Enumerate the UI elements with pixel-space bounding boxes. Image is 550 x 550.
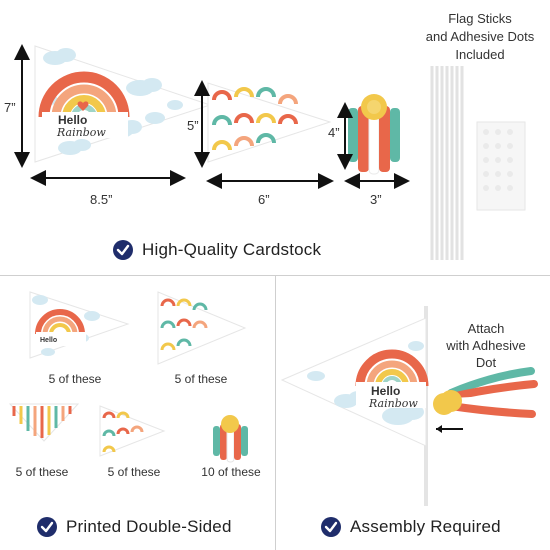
large-height-label: 7” <box>4 100 16 115</box>
feature-assembly-label: Assembly Required <box>350 517 501 536</box>
tassel <box>348 94 400 175</box>
caption-medium-pennant: 5 of these <box>174 372 228 386</box>
assembled-tassel <box>433 367 538 418</box>
mini-striped-pennant <box>8 403 80 442</box>
caption-tassel: 10 of these <box>201 465 261 479</box>
horizontal-divider <box>0 275 550 276</box>
flag-sticks-title: Flag Sticks and Adhesive Dots Included <box>410 10 550 64</box>
flag-sticks-line1: Flag Sticks <box>448 11 512 26</box>
medium-height-label: 5” <box>187 118 199 133</box>
attach-line3: Dot <box>475 355 497 370</box>
svg-text:Hello: Hello <box>40 337 57 344</box>
feature-assembly: Assembly Required <box>320 516 501 538</box>
caption-rainbow-pennant: 5 of these <box>107 465 161 479</box>
top-section: Hello Rainbow 7” 8.5” 5” 6” 4” 3” Flag S… <box>4 10 550 261</box>
feature-double-sided: Printed Double-Sided <box>36 516 232 538</box>
caption-striped-pennant: 5 of these <box>15 465 69 479</box>
arrow-left-icon <box>436 425 463 433</box>
medium-width-label: 6” <box>258 192 270 207</box>
feature-cardstock-label: High-Quality Cardstock <box>142 240 322 259</box>
mini-large-pennant: Hello <box>29 291 130 359</box>
top-illustrations <box>14 44 526 260</box>
assembled-pennant-hello: Hello <box>371 384 401 398</box>
flag-sticks-line2: and Adhesive Dots <box>425 29 535 44</box>
caption-large-pennant: 5 of these <box>48 372 102 386</box>
bottom-left-section: Hello <box>0 276 275 550</box>
feature-double-sided-label: Printed Double-Sided <box>66 517 232 536</box>
bottom-right-section: Hello Rainbow Attach with Adhesive Dot A… <box>276 276 550 550</box>
assembled-pennant-rainbow: Rainbow <box>369 397 418 410</box>
large-pennant-rainbow: Rainbow <box>57 126 106 139</box>
attach-instructions: Attach with Adhesive Dot <box>426 320 546 371</box>
large-pennant <box>34 45 212 163</box>
flag-sticks <box>430 66 464 260</box>
attach-line1: Attach <box>467 321 505 336</box>
bottom-left-illustrations: Hello <box>8 291 248 463</box>
large-pennant-hello: Hello <box>58 113 88 127</box>
adhesive-dot-sheet <box>476 121 526 211</box>
bottom-right-illustrations <box>280 306 538 506</box>
feature-cardstock: High-Quality Cardstock <box>112 239 321 261</box>
attach-line2: with Adhesive <box>446 338 526 353</box>
mini-rainbow-pennant <box>99 405 166 457</box>
flag-sticks-line3: Included <box>455 47 505 62</box>
vertical-divider <box>275 276 276 550</box>
mini-tassel <box>213 415 248 463</box>
assembled-pennant <box>280 317 429 447</box>
tassel-height-label: 4” <box>328 125 340 140</box>
checkmark-circle-icon <box>113 240 133 260</box>
mini-medium-pennant <box>157 291 247 365</box>
checkmark-circle-icon <box>321 517 341 537</box>
medium-pennant <box>207 82 332 163</box>
checkmark-circle-icon <box>37 517 57 537</box>
tassel-width-label: 3” <box>370 192 382 207</box>
large-width-label: 8.5” <box>90 192 113 207</box>
